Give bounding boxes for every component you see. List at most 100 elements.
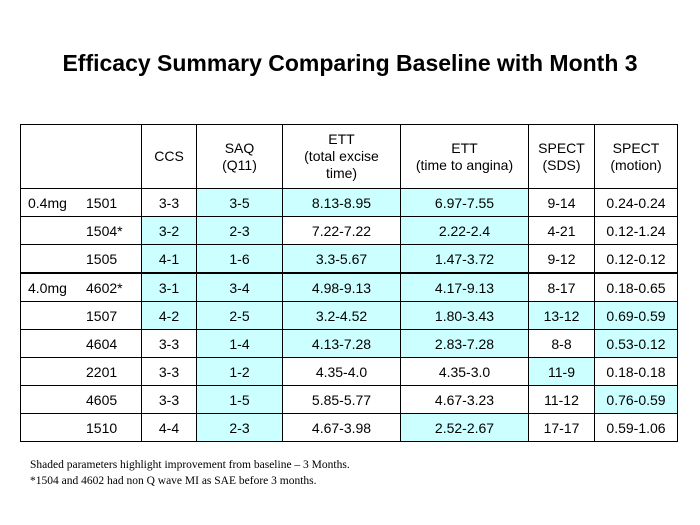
patient-id: 1510 — [86, 419, 118, 436]
patient-id: 1505 — [86, 250, 118, 267]
efficacy-summary-table: CCS SAQ (Q11) ETT (total excise time) ETT (time… — [20, 124, 678, 442]
data-cell: 9-12 — [528, 244, 595, 274]
data-cell: 3.3-5.67 — [282, 244, 401, 274]
data-cell: 0.53-0.12 — [594, 329, 678, 358]
data-cell: 4.98-9.13 — [282, 272, 401, 302]
column-header-line: ETT — [328, 131, 355, 147]
data-cell: 4.67-3.98 — [282, 413, 401, 442]
column-header-line: (total excise — [304, 148, 379, 164]
data-cell: 3-3 — [141, 329, 197, 358]
patient-id: 4604 — [86, 335, 118, 352]
row-label-cell: 1505 — [20, 244, 142, 274]
data-cell: 4.35-4.0 — [282, 357, 401, 386]
data-cell: 4-2 — [141, 301, 197, 330]
data-cell: 0.24-0.24 — [594, 188, 678, 217]
column-header: SPECT (SDS) — [528, 124, 595, 189]
data-cell: 4-21 — [528, 216, 595, 245]
data-cell: 11-12 — [528, 385, 595, 414]
data-cell: 3-1 — [141, 272, 197, 302]
row-label-cell: 0.4mg 1501 — [20, 188, 142, 217]
patient-id: 2201 — [86, 363, 118, 380]
data-cell: 6.97-7.55 — [400, 188, 529, 217]
data-cell: 4-4 — [141, 413, 197, 442]
table-row: 1507 4-2 2-5 3.2-4.52 1.80-3.43 13-12 0.69-0.5… — [20, 301, 678, 330]
column-header-line: CCS — [154, 148, 184, 164]
patient-id: 4605 — [86, 391, 118, 408]
row-label-cell: 2201 — [20, 357, 142, 386]
table-row: 4604 3-3 1-4 4.13-7.28 2.83-7.28 8-8 0.53-0.12 — [20, 329, 678, 358]
footnote-sae: *1504 and 4602 had non Q wave MI as SAE … — [30, 475, 317, 487]
column-header-line: SPECT — [538, 139, 585, 156]
data-cell: 8-17 — [528, 272, 595, 302]
data-cell: 4.13-7.28 — [282, 329, 401, 358]
column-header: SAQ (Q11) — [196, 124, 283, 189]
data-cell: 0.59-1.06 — [594, 413, 678, 442]
data-cell: 0.18-0.65 — [594, 272, 678, 302]
footnotes: Shaded parameters highlight improvement … — [30, 457, 350, 489]
data-cell: 3-3 — [141, 188, 197, 217]
column-header-line: SAQ — [224, 139, 255, 156]
row-label-cell: 1507 — [20, 301, 142, 330]
row-label-cell: 4.0mg 4602* — [20, 272, 142, 302]
data-cell: 3-4 — [196, 272, 283, 302]
column-header-line: ETT — [451, 139, 478, 156]
data-cell: 0.76-0.59 — [594, 385, 678, 414]
data-cell: 1-2 — [196, 357, 283, 386]
column-header-line: SPECT — [612, 139, 660, 156]
column-header: SPECT (motion) — [594, 124, 678, 189]
table-row: 2201 3-3 1-2 4.35-4.0 4.35-3.0 11-9 0.18-0.18 — [20, 357, 678, 386]
column-header — [20, 124, 142, 189]
data-cell: 7.22-7.22 — [282, 216, 401, 245]
data-cell: 1.47-3.72 — [400, 244, 529, 274]
data-cell: 2.83-7.28 — [400, 329, 529, 358]
patient-id: 1507 — [86, 307, 118, 324]
table-header-row: CCS SAQ (Q11) ETT (total excise time) ETT (time… — [20, 124, 678, 189]
data-cell: 11-9 — [528, 357, 595, 386]
patient-id: 4602* — [86, 279, 123, 296]
data-cell: 9-14 — [528, 188, 595, 217]
data-cell: 2-5 — [196, 301, 283, 330]
row-label-cell: 1504* — [20, 216, 142, 245]
column-header-line: time) — [325, 165, 358, 181]
row-label-cell: 4604 — [20, 329, 142, 358]
data-cell: 1-4 — [196, 329, 283, 358]
column-header-line: (time to angina) — [415, 156, 514, 173]
page-title: Efficacy Summary Comparing Baseline with… — [62, 50, 638, 76]
data-cell: 8-8 — [528, 329, 595, 358]
data-cell: 3-3 — [141, 385, 197, 414]
data-cell: 2.22-2.4 — [400, 216, 529, 245]
table-row: 1504* 3-2 2-3 7.22-7.22 2.22-2.4 4-21 0.12-1.2… — [20, 216, 678, 245]
data-cell: 1-6 — [196, 244, 283, 274]
patient-id: 1501 — [86, 194, 118, 211]
table-row: 0.4mg 1501 3-3 3-5 8.13-8.95 6.97-7.55 9-14 0.2… — [20, 188, 678, 217]
data-cell: 3-3 — [141, 357, 197, 386]
data-cell: 3-5 — [196, 188, 283, 217]
dose-group-label: 4.0mg — [28, 279, 67, 296]
data-cell: 8.13-8.95 — [282, 188, 401, 217]
row-label-cell: 1510 — [20, 413, 142, 442]
data-cell: 0.12-0.12 — [594, 244, 678, 274]
data-cell: 13-12 — [528, 301, 595, 330]
column-header-line: (motion) — [610, 156, 662, 173]
row-label-cell: 4605 — [20, 385, 142, 414]
data-cell: 4.35-3.0 — [400, 357, 529, 386]
data-cell: 0.12-1.24 — [594, 216, 678, 245]
table-row: 4605 3-3 1-5 5.85-5.77 4.67-3.23 11-12 0.76-0.… — [20, 385, 678, 414]
table-row: 4.0mg 4602* 3-1 3-4 4.98-9.13 4.17-9.13 8-17 0.… — [20, 272, 678, 302]
data-cell: 4-1 — [141, 244, 197, 274]
data-cell: 0.18-0.18 — [594, 357, 678, 386]
data-cell: 4.17-9.13 — [400, 272, 529, 302]
patient-id: 1504* — [86, 222, 123, 239]
column-header-line: (SDS) — [542, 156, 581, 173]
column-header-line: (Q11) — [222, 156, 257, 173]
column-header: CCS — [141, 124, 197, 189]
data-cell: 17-17 — [528, 413, 595, 442]
table-row: 1510 4-4 2-3 4.67-3.98 2.52-2.67 17-17 0.59-1.… — [20, 413, 678, 442]
data-cell: 3-2 — [141, 216, 197, 245]
data-cell: 2.52-2.67 — [400, 413, 529, 442]
data-cell: 5.85-5.77 — [282, 385, 401, 414]
dose-group-label: 0.4mg — [28, 194, 67, 211]
data-cell: 2-3 — [196, 413, 283, 442]
data-cell: 2-3 — [196, 216, 283, 245]
data-cell: 4.67-3.23 — [400, 385, 529, 414]
